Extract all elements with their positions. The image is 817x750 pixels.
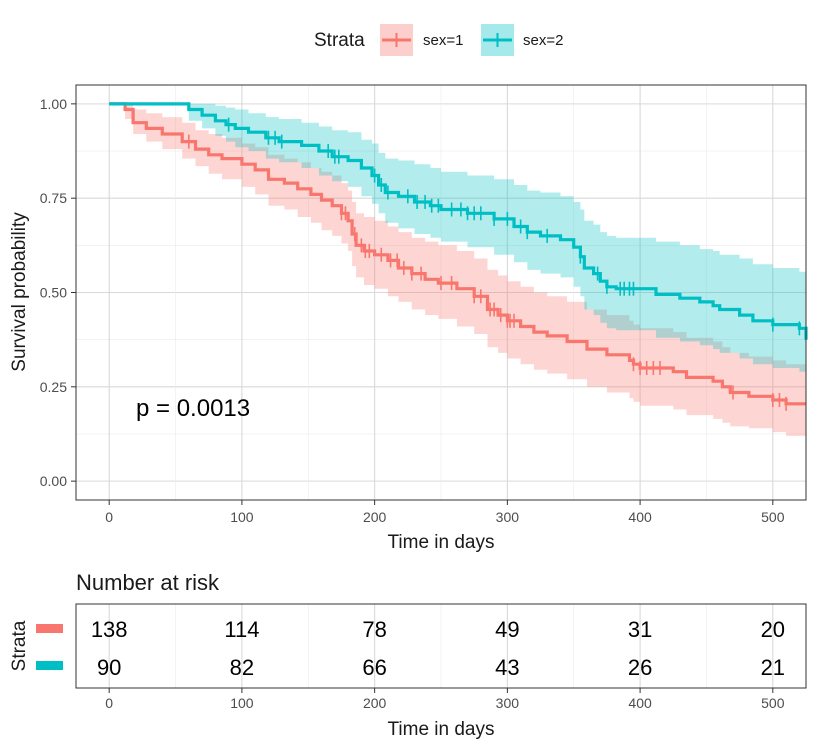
censor-marks — [188, 117, 801, 411]
risk-x-tick-label-3: 300 — [496, 695, 520, 711]
risk-cell-2-1: 82 — [230, 655, 254, 680]
survival-plot: 0.00 0.25 0.50 0.75 1.00 0 100 200 300 400 500 p … — [9, 84, 808, 553]
plot-grid — [76, 85, 806, 500]
confidence-band-2 — [109, 103, 806, 385]
risk-table-border — [75, 603, 807, 689]
risk-cell-1-1: 114 — [224, 617, 259, 642]
risk-table-x-label: Time in days — [388, 719, 495, 740]
y-tick-label-2: 0.50 — [40, 285, 67, 301]
risk-table: Number at risk 138 114 78 49 31 20 90 82 66 43 26 2… — [9, 570, 807, 740]
p-value-annotation: p = 0.0013 — [136, 395, 250, 422]
risk-cell-2-2: 66 — [362, 655, 386, 680]
confidence-band-1 — [109, 103, 806, 436]
x-tick-label-1: 100 — [230, 509, 254, 525]
risk-row-key-sex-1 — [36, 624, 63, 633]
confidence-bands — [109, 103, 806, 436]
risk-x-tick-label-2: 200 — [363, 695, 387, 711]
risk-x-tick-label-0: 0 — [105, 695, 113, 711]
risk-cell-2-4: 26 — [628, 655, 652, 680]
risk-table-x-ticks: 0 100 200 300 400 500 — [105, 688, 785, 711]
risk-cell-1-4: 31 — [628, 617, 652, 642]
risk-table-values: 138 114 78 49 31 20 90 82 66 43 26 21 — [91, 617, 785, 680]
risk-x-tick-label-5: 500 — [761, 695, 785, 711]
y-tick-label-0: 0.00 — [40, 473, 67, 489]
y-axis-ticks: 0.00 0.25 0.50 0.75 1.00 — [40, 96, 76, 489]
risk-cell-2-0: 90 — [97, 655, 121, 680]
risk-cell-1-5: 20 — [761, 617, 785, 642]
risk-cell-1-2: 78 — [362, 617, 386, 642]
legend-label-sex-1: sex=1 — [423, 32, 463, 49]
risk-row-key-sex-2 — [36, 661, 63, 670]
x-tick-label-2: 200 — [363, 509, 387, 525]
x-tick-label-4: 400 — [628, 509, 652, 525]
risk-cell-2-3: 43 — [495, 655, 519, 680]
legend-title: Strata — [314, 30, 365, 51]
y-tick-label-3: 0.75 — [40, 190, 67, 206]
legend: Strata sex=1 sex=2 — [314, 24, 563, 56]
risk-table-y-label: Strata — [9, 620, 30, 671]
risk-table-grid — [108, 604, 774, 688]
y-tick-label-1: 0.25 — [40, 379, 67, 395]
y-axis-label: Survival probability — [9, 212, 30, 372]
risk-table-title: Number at risk — [76, 570, 220, 595]
y-tick-label-4: 1.00 — [40, 96, 67, 112]
legend-label-sex-2: sex=2 — [523, 32, 563, 49]
risk-x-tick-label-1: 100 — [230, 695, 254, 711]
risk-x-tick-label-4: 400 — [628, 695, 652, 711]
x-tick-label-5: 500 — [761, 509, 785, 525]
x-axis-label: Time in days — [388, 532, 495, 553]
risk-cell-2-5: 21 — [761, 655, 785, 680]
x-tick-label-3: 300 — [496, 509, 520, 525]
x-tick-label-0: 0 — [105, 509, 113, 525]
risk-cell-1-0: 138 — [91, 617, 128, 642]
risk-cell-1-3: 49 — [495, 617, 519, 642]
x-axis-ticks: 0 100 200 300 400 500 — [105, 500, 785, 525]
